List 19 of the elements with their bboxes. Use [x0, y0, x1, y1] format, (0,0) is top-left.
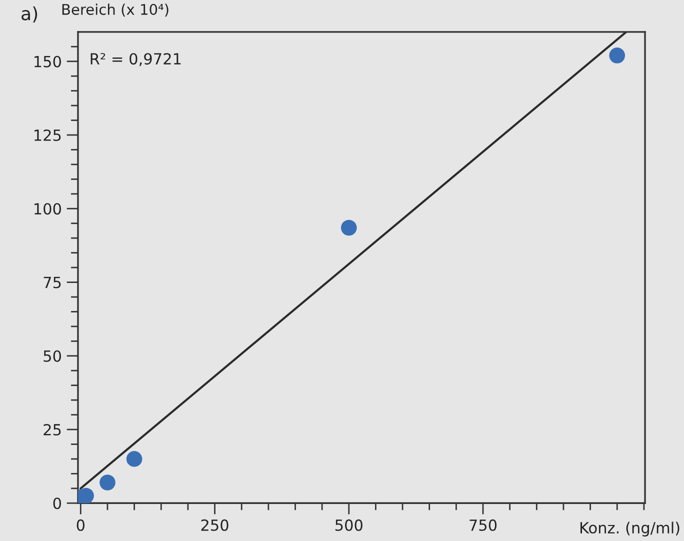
- y-tick-label: 50: [44, 350, 61, 362]
- text: a): [22, 6, 38, 23]
- y-tick-label: 100: [34, 203, 61, 215]
- y-tick-label: 25: [44, 424, 61, 436]
- y-tick-label: 75: [44, 276, 61, 288]
- y-tick-label: 125: [34, 129, 61, 142]
- x-tick-label: 0: [76, 519, 85, 531]
- point: [340, 220, 357, 236]
- y-tick-label: 150: [34, 56, 61, 68]
- x-axis-title: Konz. (ng/ml): [580, 522, 680, 536]
- y-tick-label: 0: [53, 498, 61, 510]
- point: [126, 451, 142, 467]
- x-tick-label: 750: [470, 519, 497, 531]
- point: [100, 474, 116, 490]
- point: [609, 48, 626, 64]
- x-tick-label: 250: [201, 519, 228, 531]
- y-axis-title: Bereich (x 10⁴): [62, 4, 168, 17]
- annotation: R² = 0,9721: [90, 53, 181, 66]
- x-tick-label: 500: [335, 519, 362, 531]
